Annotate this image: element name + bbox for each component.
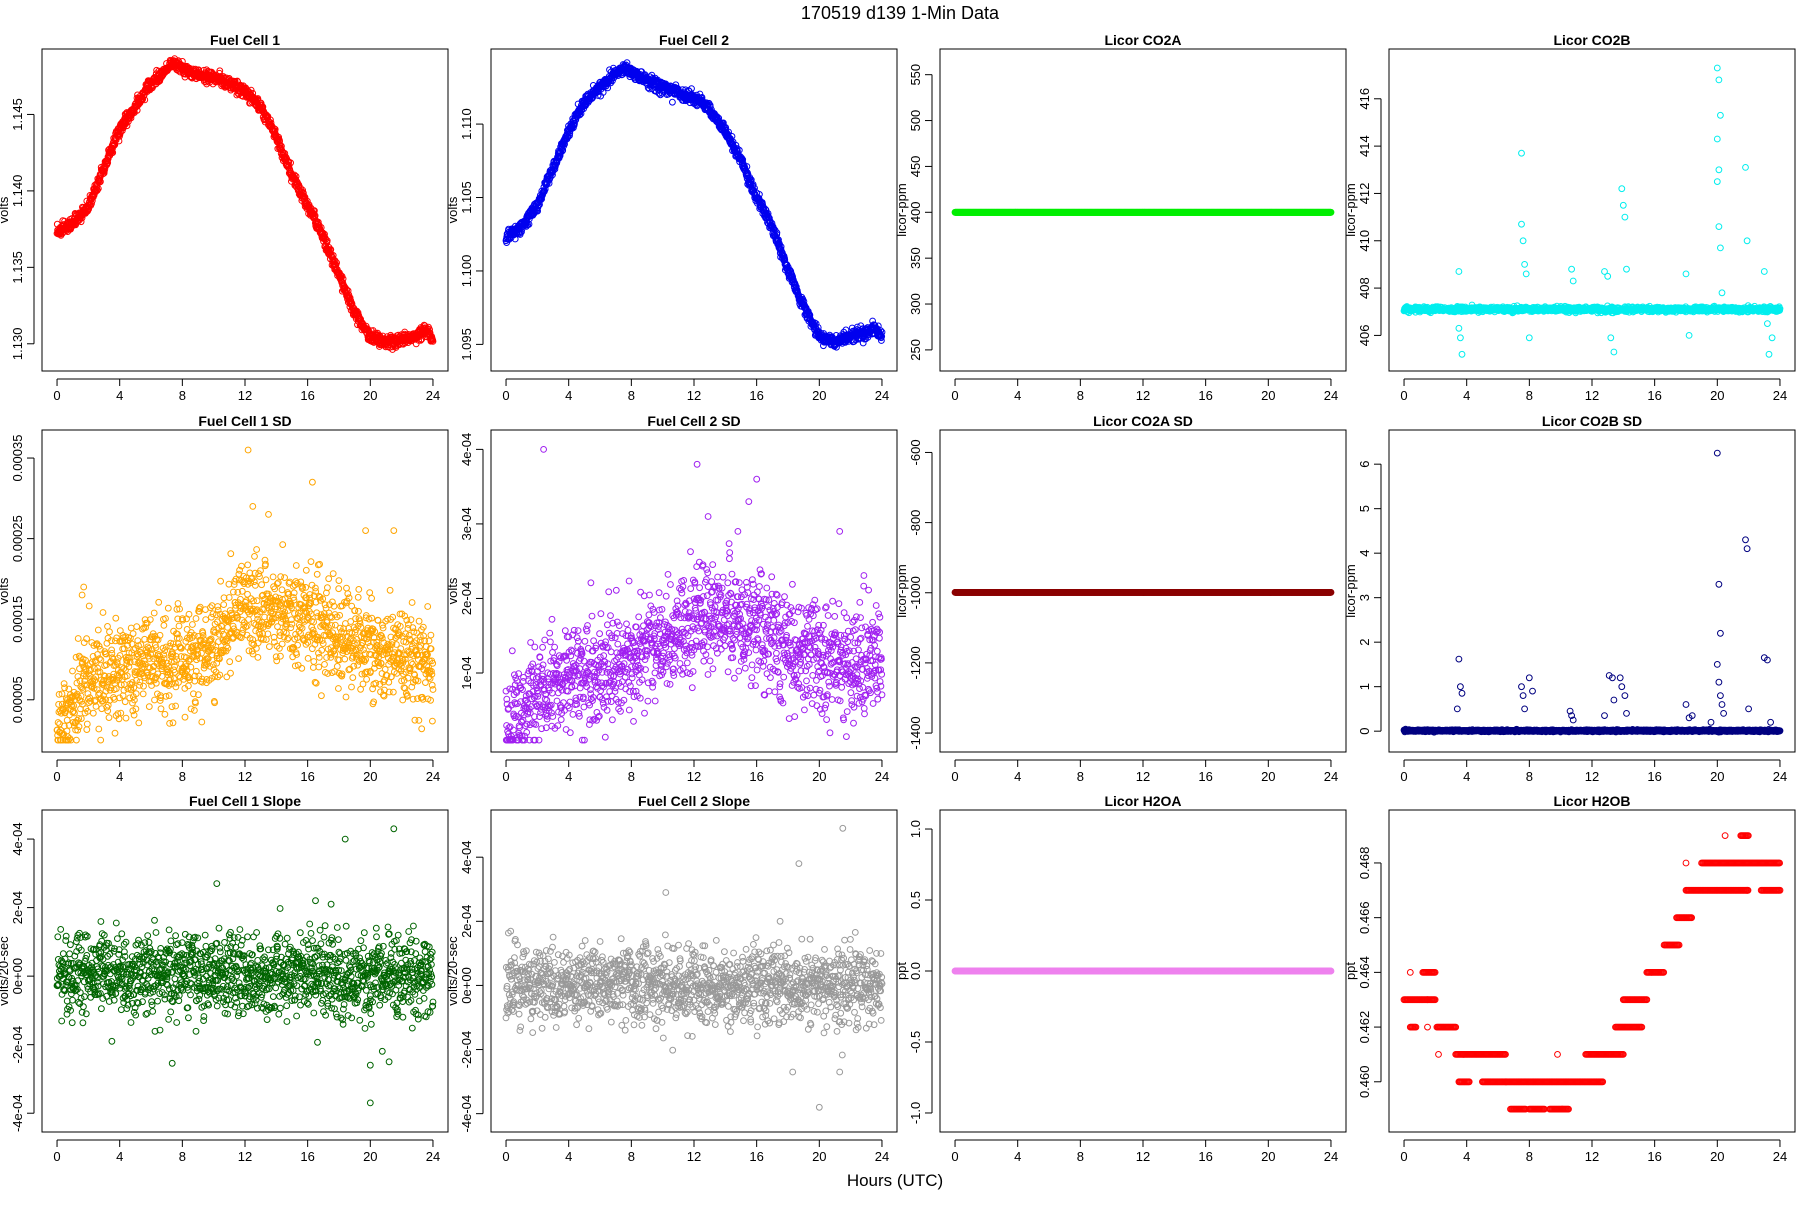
x-tick-label: 4	[565, 388, 572, 403]
y-tick-label: 410	[1357, 230, 1372, 252]
x-axis: 0 4 8 12 16 20 24	[1400, 379, 1787, 403]
y-tick-label: 1.095	[459, 328, 474, 361]
y-tick-label: 250	[908, 339, 923, 361]
x-tick-label: 8	[179, 388, 186, 403]
y-axis: 1.095 1.100 1.105 1.110 volts	[445, 108, 483, 360]
y-tick-label: 416	[1357, 88, 1372, 110]
x-tick-label: 12	[1136, 388, 1150, 403]
panel-4: Licor CO2B 0 4 8 12 16 20 24 406 408 410 412 414 416 l…	[1343, 32, 1795, 403]
x-tick-label: 24	[426, 388, 440, 403]
y-axis: 1.130 1.135 1.140 1.145 volts	[0, 98, 34, 360]
y-tick-label: 550	[908, 64, 923, 86]
data-series	[1401, 65, 1783, 357]
x-tick-label: 20	[1710, 388, 1724, 403]
x-tick-label: 16	[749, 388, 763, 403]
y-axis-label: licor-ppm	[1343, 183, 1358, 236]
y-tick-label: 1.110	[459, 108, 474, 140]
x-tick-label: 24	[875, 388, 889, 403]
x-tick-label: 12	[687, 388, 701, 403]
y-tick-label: 408	[1357, 277, 1372, 299]
data-series	[952, 209, 1334, 215]
x-tick-label: 16	[300, 388, 314, 403]
x-tick-label: 0	[1400, 388, 1407, 403]
x-axis: 0 4 8 12 16 20 24	[53, 379, 440, 403]
panel-title: Licor CO2B	[1553, 32, 1630, 48]
y-tick-label: 1.105	[459, 181, 474, 214]
panel-2: Fuel Cell 2 0 4 8 12 16 20 24 1.095 1.100 1.105 1.1…	[445, 32, 897, 403]
panel-title: Fuel Cell 1	[210, 32, 280, 48]
x-tick-label: 8	[1077, 388, 1084, 403]
y-tick-label: 1.140	[10, 175, 25, 208]
y-axis-label: volts	[445, 196, 460, 223]
y-tick-label: 500	[908, 110, 923, 132]
y-axis: 250 300 350 400 450 500 550 licor-ppm	[894, 64, 932, 361]
x-tick-label: 0	[502, 388, 509, 403]
data-series	[54, 56, 436, 353]
y-axis-label: licor-ppm	[894, 183, 909, 236]
x-tick-label: 0	[53, 388, 60, 403]
plot-frame	[1389, 49, 1795, 371]
x-tick-label: 4	[1014, 388, 1021, 403]
x-axis-label: Hours (UTC)	[847, 1171, 943, 1190]
y-axis: 406 408 410 412 414 416 licor-ppm	[1343, 88, 1381, 346]
x-tick-label: 12	[1585, 388, 1599, 403]
x-tick-label: 24	[1773, 388, 1787, 403]
panel-title: Licor CO2A	[1104, 32, 1181, 48]
x-tick-label: 20	[812, 388, 826, 403]
y-tick-label: 450	[908, 156, 923, 178]
x-axis: 0 4 8 12 16 20 24	[502, 379, 889, 403]
y-tick-label: 406	[1357, 325, 1372, 347]
figure-title: 170519 d139 1-Min Data	[801, 3, 1000, 23]
data-point	[670, 99, 676, 105]
y-tick-label: 414	[1357, 135, 1372, 157]
panel-title: Fuel Cell 2	[659, 32, 729, 48]
x-tick-label: 4	[1463, 388, 1470, 403]
y-tick-label: 1.145	[10, 98, 25, 131]
panel-3: Licor CO2A 0 4 8 12 16 20 24 250 300 350 400 450 500 5…	[894, 32, 1346, 403]
x-axis: 0 4 8 12 16 20 24	[951, 379, 1338, 403]
x-tick-label: 16	[1198, 388, 1212, 403]
x-tick-label: 8	[1526, 388, 1533, 403]
y-axis-label: volts	[0, 196, 11, 223]
y-tick-label: 1.130	[10, 328, 25, 361]
x-tick-label: 16	[1647, 388, 1661, 403]
y-tick-label: 400	[908, 201, 923, 223]
x-tick-label: 4	[116, 388, 123, 403]
data-series	[503, 60, 885, 350]
y-tick-label: 350	[908, 247, 923, 269]
y-tick-label: 300	[908, 293, 923, 315]
y-tick-label: 412	[1357, 183, 1372, 205]
x-tick-label: 12	[238, 388, 252, 403]
y-tick-label: 1.100	[459, 255, 474, 288]
x-tick-label: 8	[628, 388, 635, 403]
x-tick-label: 20	[1261, 388, 1275, 403]
y-tick-label: 1.135	[10, 251, 25, 284]
x-tick-label: 0	[951, 388, 958, 403]
x-tick-label: 24	[1324, 388, 1338, 403]
x-tick-label: 20	[363, 388, 377, 403]
